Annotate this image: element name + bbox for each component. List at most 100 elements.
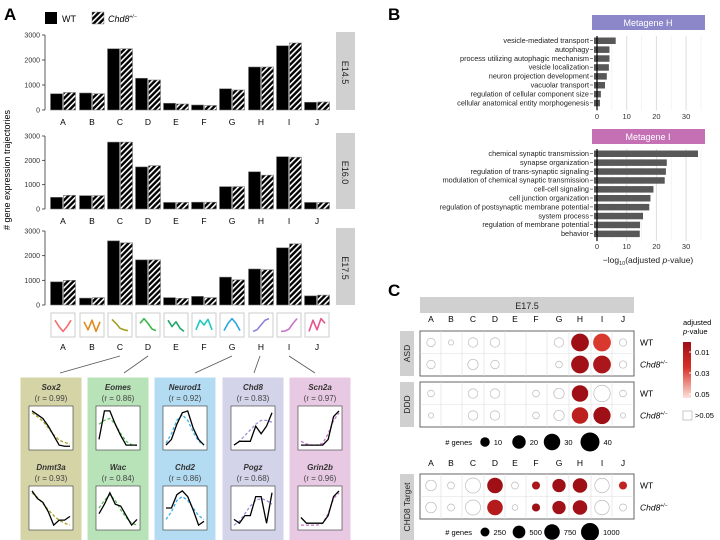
legend-mut-name: Chd8 <box>108 14 130 24</box>
go-bar <box>594 168 666 175</box>
go-term-label: vacuolar transport <box>531 81 589 90</box>
legend-wt-swatch <box>45 12 57 24</box>
bar-E16.0-WT-F <box>191 201 204 210</box>
go-bar <box>594 186 654 193</box>
row-label-mut: Chd8+/− <box>640 411 668 421</box>
bar-E17.5-WT-E <box>163 297 176 306</box>
bar-E14.5-WT-C <box>107 48 120 111</box>
bar-E16.0-WT-C <box>107 141 120 210</box>
x-tick-label: G <box>229 216 236 226</box>
bar-E14.5-Chd8+/--A <box>63 92 76 111</box>
go-bar <box>594 212 644 220</box>
facet-strip-label: E17.5 <box>340 256 350 280</box>
x-tick-label: E <box>173 342 179 352</box>
x-tick-label: E <box>173 117 179 127</box>
bar-E16.0-WT-G <box>219 186 232 210</box>
dot-DDD-wt-H <box>571 385 589 402</box>
bar-E16.0-Chd8+/--D <box>148 165 161 210</box>
observed-trajectory <box>165 410 205 446</box>
go-term-label: system process <box>538 211 589 220</box>
column-label: E <box>512 314 518 324</box>
y-tick-label: 3000 <box>24 33 40 40</box>
group-strip-label: ASD <box>402 345 412 362</box>
gene-correlation: (r = 0.86) <box>102 394 135 403</box>
y-tick-label: 2000 <box>24 158 40 165</box>
connector-line <box>59 355 121 374</box>
go-term-label: regulation of postsynaptic membrane pote… <box>440 202 590 211</box>
observed-trajectory <box>166 490 205 527</box>
dot-ASD-mut-J <box>618 360 628 369</box>
gene-name: Eomes <box>105 383 132 392</box>
size-legend-label: 30 <box>564 438 572 447</box>
go-bar <box>594 82 606 89</box>
bar-E14.5-Chd8+/--H <box>261 66 274 111</box>
dot-CHD8 Target-wt-A <box>425 479 437 492</box>
group-strip-label: DDD <box>402 395 412 413</box>
bar-E17.5-Chd8+/--E <box>176 298 189 306</box>
colorbar-title: adjusted <box>683 318 711 327</box>
dot-ASD-wt-G <box>553 337 565 348</box>
dot-CHD8 Target-wt-B <box>447 481 455 490</box>
dot-CHD8 Target-wt-I <box>594 477 610 494</box>
column-label: E <box>512 458 518 468</box>
bar-E14.5-Chd8+/--I <box>289 42 302 111</box>
column-label: A <box>428 458 434 468</box>
trajectory-curve-I <box>280 318 298 333</box>
bar-E17.5-Chd8+/--D <box>148 259 161 306</box>
facet-E17.5: 0 1000 2000 3000 E17.5 <box>24 228 355 310</box>
metagene-title: Metagene H <box>623 18 672 28</box>
trajectory-icon-B <box>79 312 105 338</box>
metagene-strip <box>592 15 705 30</box>
go-term-label: vesicle localization <box>529 63 589 72</box>
dot-CHD8 Target-mut-E <box>511 504 519 511</box>
bar-E16.0-Chd8+/--F <box>204 201 217 210</box>
x-tick-label: C <box>117 117 123 127</box>
column-label: D <box>492 314 498 324</box>
go-bar <box>594 64 609 71</box>
bar-E16.0-Chd8+/--H <box>261 174 274 210</box>
dot-DDD-mut-J <box>620 412 626 419</box>
gene-name: Scn2a <box>308 383 332 392</box>
x-tick-label: F <box>201 216 206 226</box>
go-term-label: regulation of membrane potential <box>482 220 589 229</box>
dot-CHD8 Target-wt-D <box>487 477 503 494</box>
xlabel-mid: (adjusted <box>625 255 662 265</box>
size-legend-label: 40 <box>604 438 612 447</box>
dot-DDD-wt-D <box>489 388 501 399</box>
bar-E17.5-WT-B <box>79 297 92 306</box>
size-legend-label: 250 <box>494 528 507 537</box>
bar-E14.5-WT-B <box>79 92 92 111</box>
xlabel-sub: 10 <box>619 261 625 267</box>
dot-ASD-wt-I <box>593 333 611 352</box>
size-legend-dot <box>544 524 560 540</box>
y-tick-label: 1000 <box>24 182 40 189</box>
bar-E14.5-Chd8+/--C <box>120 48 133 111</box>
colorbar-tick-label: 0.05 <box>695 390 710 399</box>
colorbar-tick-label: 0.03 <box>695 369 710 378</box>
column-label: H <box>577 314 583 324</box>
colorbar-title-2: p-value <box>682 327 708 336</box>
column-label: I <box>601 314 603 324</box>
size-legend-label: 10 <box>494 438 502 447</box>
x-tick-label: J <box>315 117 319 127</box>
dot-DDD-mut-I <box>593 406 611 425</box>
x-tick-label: 20 <box>652 242 660 251</box>
mini-plot-frame <box>230 405 276 451</box>
bar-E16.0-WT-A <box>50 197 63 210</box>
facet-E14.5: 0 1000 2000 3000 E14.5 A B C D E F G H I J <box>24 32 355 127</box>
metagene-strip <box>592 129 705 144</box>
size-legend-title: # genes <box>445 438 472 447</box>
bar-E17.5-WT-G <box>219 276 232 306</box>
dotplot-group-CHD8-Target: A B C D E F G H I J CHD8 Target WT Chd8+/− <box>400 458 668 540</box>
colorbar-title-p: p <box>682 327 687 336</box>
dotplot-group-ASD: A B C D E F G H I J ASD WT Chd8+/− <box>400 314 668 377</box>
dot-DDD-mut-H <box>571 407 589 424</box>
timepoint-strip-label: E17.5 <box>515 301 539 311</box>
dot-DDD-wt-J <box>619 389 627 398</box>
go-term-label: chemical synaptic transmission <box>488 149 589 158</box>
gene-correlation: (r = 0.92) <box>169 394 202 403</box>
observed-trajectory <box>31 490 71 527</box>
trajectory-curve-A <box>54 319 72 333</box>
size-legend-dot <box>512 525 526 539</box>
x-tick-label: I <box>288 342 290 352</box>
